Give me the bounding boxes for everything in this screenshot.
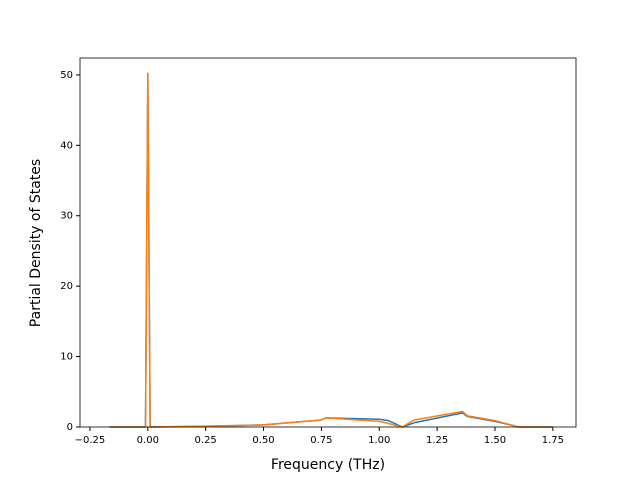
line-series [109,72,553,428]
x-axis-label: Frequency (THz) [271,457,385,473]
plot-frame [79,57,577,428]
x-tick-label: 1.25 [426,435,448,446]
x-tick-label: −0.25 [75,435,106,446]
y-tick-label: 10 [60,352,73,363]
x-tick-label: 0.75 [310,435,332,446]
y-tick-label: 30 [60,211,73,222]
x-tick-label: 1.50 [484,435,506,446]
y-tick-label: 50 [60,70,73,81]
y-tick-label: 0 [67,422,73,433]
x-tick-label: 0.00 [137,435,159,446]
x-tick-label: 0.50 [252,435,274,446]
line-series [109,72,553,428]
y-tick-label: 40 [60,140,73,151]
y-axis-label: Partial Density of States [28,159,44,327]
x-tick-label: 1.75 [542,435,564,446]
x-tick-label: 1.00 [368,435,390,446]
x-tick-label: 0.25 [195,435,217,446]
y-tick-label: 20 [60,281,73,292]
